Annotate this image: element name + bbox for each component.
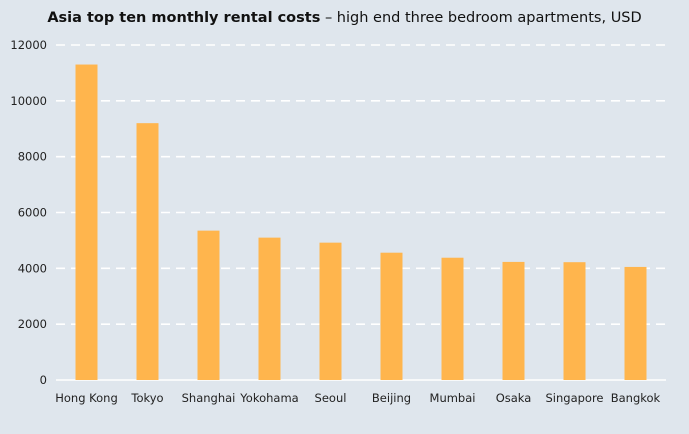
y-tick-label-2000: 2000	[18, 317, 47, 331]
y-tick-label-8000: 8000	[18, 150, 47, 164]
x-tick-label-mumbai: Mumbai	[430, 391, 476, 405]
bar-singapore	[563, 262, 586, 380]
bar-bangkok	[624, 266, 647, 380]
bar-seoul	[319, 242, 342, 380]
y-tick-label-6000: 6000	[18, 206, 47, 220]
y-tick-label-4000: 4000	[18, 261, 47, 275]
y-tick-label-10000: 10000	[10, 94, 47, 108]
chart-title-main: Asia top ten monthly rental costs	[47, 10, 321, 26]
x-tick-label-beijing: Beijing	[372, 391, 411, 405]
y-tick-label-12000: 12000	[10, 38, 47, 52]
bar-mumbai	[441, 257, 464, 380]
x-tick-label-singapore: Singapore	[545, 391, 603, 405]
x-tick-label-shanghai: Shanghai	[182, 391, 236, 405]
x-tick-label-tokyo: Tokyo	[130, 391, 163, 405]
bar-beijing	[380, 252, 403, 380]
bar-tokyo	[136, 123, 159, 381]
x-tick-label-bangkok: Bangkok	[611, 391, 661, 405]
bar-shanghai	[197, 230, 220, 380]
bar-yokohama	[258, 237, 281, 380]
x-tick-label-hong-kong: Hong Kong	[55, 391, 118, 405]
chart-subtitle: – high end three bedroom apartments, USD	[324, 10, 642, 26]
y-tick-label-0: 0	[40, 373, 47, 387]
bar-hong-kong	[75, 64, 98, 381]
x-tick-label-osaka: Osaka	[496, 391, 532, 405]
x-tick-label-seoul: Seoul	[315, 391, 347, 405]
x-tick-label-yokohama: Yokohama	[239, 391, 298, 405]
bar-osaka	[502, 261, 525, 380]
chart-title: Asia top ten monthly rental costs – high…	[0, 10, 689, 26]
